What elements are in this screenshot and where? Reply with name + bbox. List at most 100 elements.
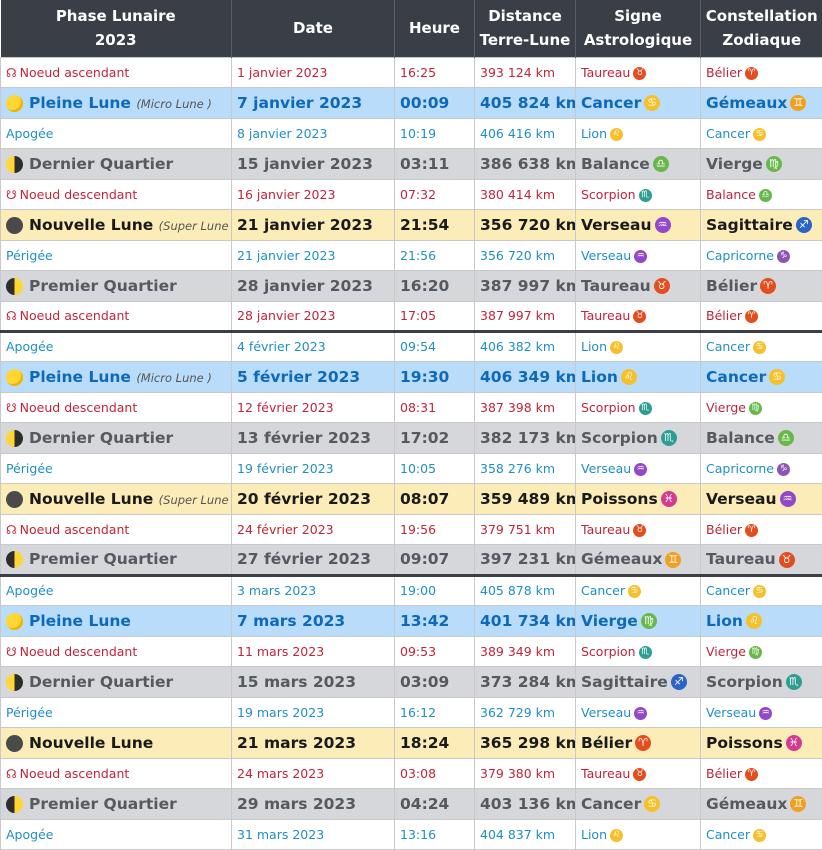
constellation-cell-label: Capricorne <box>706 247 774 263</box>
table-row: Apogée 31 mars 2023 13:16 404 837 km Lion ♌ Ca… <box>0 818 822 850</box>
phase-cell: Dernier Quartier <box>0 421 232 454</box>
sign-cell-label: Scorpion <box>581 186 636 202</box>
table-row: Premier Quartier 29 mars 2023 04:24 403 136… <box>0 787 822 820</box>
phase-label: Noeud ascendant <box>19 765 130 781</box>
distance-cell: 356 720 km <box>474 208 576 241</box>
table-row: Dernier Quartier 13 février 2023 17:02 382 … <box>0 421 822 454</box>
table-row: Pleine Lune 7 mars 2023 13:42 401 734 km Vie… <box>0 604 822 637</box>
date-cell: 5 février 2023 <box>231 360 395 393</box>
zodiac-icon: ♑ <box>777 462 790 476</box>
constellation-cell: Cancer ♋ <box>700 360 822 393</box>
distance-cell: 379 380 km <box>474 757 576 789</box>
sign-cell-label: Scorpion <box>581 399 636 415</box>
distance-cell: 406 349 km <box>474 360 576 393</box>
time-cell: 13:16 <box>394 818 475 850</box>
sign-cell: Lion ♌ <box>575 818 701 850</box>
zodiac-icon: ♉ <box>633 523 647 537</box>
constellation-cell: Taureau ♉ <box>700 543 822 576</box>
sign-cell: Cancer ♋ <box>575 573 701 606</box>
zodiac-icon: ♊ <box>790 95 807 111</box>
constellation-cell-label: Capricorne <box>706 460 774 476</box>
phase-cell: Périgée <box>0 696 232 728</box>
constellation-cell: Vierge ♍ <box>700 635 822 667</box>
sign-cell: Scorpion ♏ <box>575 421 701 454</box>
time-cell: 21:54 <box>394 208 475 241</box>
constellation-cell: Vierge ♍ <box>700 391 822 423</box>
zodiac-icon: ♍ <box>748 645 762 659</box>
time-cell: 19:00 <box>394 573 475 606</box>
descending-node-icon: ☋ <box>6 187 17 202</box>
time-cell: 16:20 <box>394 269 475 302</box>
zodiac-icon: ♉ <box>778 551 795 568</box>
distance-cell: 406 382 km <box>474 329 576 362</box>
zodiac-icon: ♏ <box>785 674 802 690</box>
sign-cell-label: Taureau <box>581 308 631 323</box>
zodiac-icon: ♎ <box>652 156 669 172</box>
phase-label: Périgée <box>6 247 53 263</box>
sign-cell: Cancer ♋ <box>575 86 701 119</box>
phase-label: Premier Quartier <box>29 794 177 813</box>
constellation-cell-label: Poissons <box>706 733 783 752</box>
zodiac-icon: ♈ <box>745 523 759 537</box>
sign-cell-label: Lion <box>581 339 608 354</box>
ascending-node-icon: ☊ <box>6 766 17 781</box>
phase-label: Périgée <box>6 704 53 720</box>
time-cell: 19:56 <box>394 513 475 545</box>
constellation-cell: Lion ♌ <box>700 604 822 637</box>
phase-label: Pleine Lune <box>29 367 131 386</box>
sign-cell-label: Verseau <box>581 704 632 720</box>
time-cell: 09:53 <box>394 635 475 667</box>
constellation-cell: Bélier ♈ <box>700 300 822 332</box>
phase-label: Apogée <box>6 339 54 354</box>
date-cell: 27 février 2023 <box>231 543 395 576</box>
sign-cell-label: Lion <box>581 826 608 842</box>
constellation-cell-label: Cancer <box>706 125 751 141</box>
constellation-cell: Vierge ♍ <box>700 147 822 180</box>
sign-cell: Poissons ♓ <box>575 482 701 515</box>
zodiac-icon: ♏ <box>638 188 652 202</box>
date-cell: 29 mars 2023 <box>231 787 395 820</box>
table-header: Phase Lunaire 2023 Date Heure Distance Ter… <box>0 0 822 57</box>
phase-label: Pleine Lune <box>29 93 131 112</box>
sign-cell-label: Cancer <box>581 583 626 598</box>
descending-node-icon: ☋ <box>6 644 17 659</box>
table-row: Premier Quartier 27 février 2023 09:07 397 … <box>0 543 822 576</box>
table-row: Nouvelle Lune 21 mars 2023 18:24 365 298 km… <box>0 726 822 759</box>
distance-cell: 365 298 km <box>474 726 576 759</box>
constellation-cell: Cancer ♋ <box>700 818 822 850</box>
zodiac-icon: ♏ <box>660 430 677 446</box>
constellation-cell-label: Bélier <box>706 765 743 781</box>
sign-cell-label: Gémeaux <box>581 550 663 568</box>
date-cell: 15 mars 2023 <box>231 665 395 698</box>
table-row: Apogée 3 mars 2023 19:00 405 878 km Cancer ♋ C… <box>0 573 822 606</box>
distance-cell: 358 276 km <box>474 452 576 484</box>
full-moon-icon <box>6 94 23 112</box>
zodiac-icon: ♒ <box>654 217 671 233</box>
sign-cell: Balance ♎ <box>575 147 701 180</box>
zodiac-icon: ♋ <box>753 828 767 842</box>
phase-cell: Premier Quartier <box>0 787 232 820</box>
last-quarter-icon <box>6 673 23 691</box>
constellation-cell-label: Gémeaux <box>706 93 788 112</box>
constellation-cell-label: Scorpion <box>706 672 783 691</box>
date-cell: 21 mars 2023 <box>231 726 395 759</box>
zodiac-icon: ♎ <box>758 188 772 202</box>
date-cell: 7 janvier 2023 <box>231 86 395 119</box>
phase-cell: Dernier Quartier <box>0 147 232 180</box>
phase-label: Pleine Lune <box>29 611 131 630</box>
sign-cell: Scorpion ♏ <box>575 391 701 423</box>
phase-label: Nouvelle Lune <box>29 489 154 508</box>
date-cell: 28 janvier 2023 <box>231 300 395 332</box>
zodiac-icon: ♍ <box>765 156 782 172</box>
phase-label: Premier Quartier <box>29 550 177 568</box>
phase-cell: ☋ Noeud descendant <box>0 178 232 210</box>
time-cell: 18:24 <box>394 726 475 759</box>
constellation-cell: Verseau ♒ <box>700 482 822 515</box>
date-cell: 15 janvier 2023 <box>231 147 395 180</box>
distance-cell: 404 837 km <box>474 818 576 850</box>
sign-cell-label: Scorpion <box>581 428 658 447</box>
distance-cell: 373 284 km <box>474 665 576 698</box>
zodiac-icon: ♒ <box>634 706 648 720</box>
zodiac-icon: ♒ <box>634 249 648 263</box>
distance-cell: 389 349 km <box>474 635 576 667</box>
